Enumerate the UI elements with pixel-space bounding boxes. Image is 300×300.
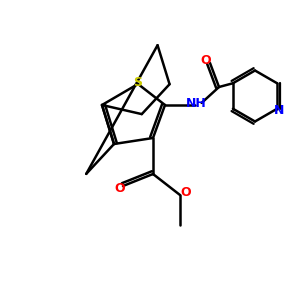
Text: S: S — [134, 76, 142, 89]
Text: O: O — [180, 186, 191, 199]
Text: O: O — [115, 182, 125, 196]
Text: O: O — [200, 53, 211, 67]
Text: NH: NH — [186, 97, 207, 110]
Text: N: N — [273, 104, 284, 117]
